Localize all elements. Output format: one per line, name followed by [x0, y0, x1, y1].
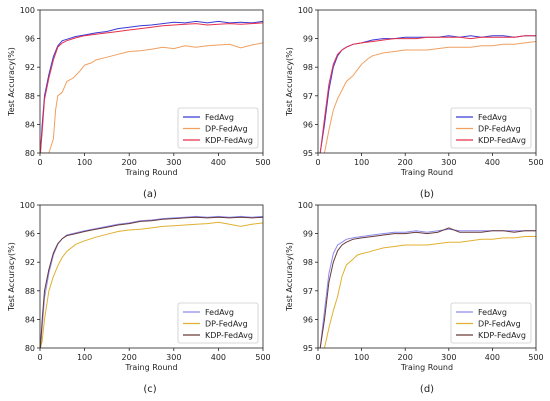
y-tick-label: 97 — [303, 287, 313, 296]
series-line-kdp-fedavg — [40, 216, 263, 348]
x-tick-label: 500 — [255, 353, 270, 362]
y-tick-label: 84 — [25, 315, 35, 324]
x-tick-label: 500 — [255, 158, 270, 167]
y-tick-label: 88 — [25, 92, 35, 101]
x-tick-label: 300 — [441, 353, 456, 362]
panel-caption: (b) — [420, 189, 434, 200]
x-tick-label: 0 — [315, 158, 320, 167]
legend-box — [450, 107, 532, 149]
legend-box — [177, 107, 259, 149]
chart-panel-1: 0 100 200 300 400 500 80 84 88 92 96 100 Traing Roun… — [7, 6, 271, 200]
axes-frame — [317, 204, 537, 349]
y-tick-label: 99 — [303, 35, 313, 44]
legend-label: FedAvg — [205, 308, 234, 317]
x-tick-label: 400 — [211, 353, 226, 362]
legend-box — [450, 302, 532, 344]
y-tick-label: 92 — [25, 258, 35, 267]
x-tick-label: 300 — [166, 353, 181, 362]
y-axis-label: Test Accuracy(%) — [7, 242, 16, 312]
axes-frame — [39, 204, 264, 349]
legend-label: DP-FedAvg — [205, 125, 248, 134]
series-line-dp-fedavg — [40, 42, 263, 153]
x-tick-label: 200 — [398, 158, 413, 167]
chart-panel-3: 0 100 200 300 400 500 80 84 88 92 96 100 Traing Roun… — [7, 201, 271, 395]
y-tick-label: 96 — [25, 230, 35, 239]
series-line-kdp-fedavg — [319, 227, 536, 348]
legend-label: FedAvg — [478, 113, 507, 122]
y-tick-label: 98 — [303, 63, 313, 72]
y-tick-label: 100 — [20, 6, 35, 15]
x-tick-label: 0 — [37, 353, 42, 362]
x-axis-label: Traing Round — [124, 363, 177, 372]
y-tick-label: 95 — [303, 149, 313, 158]
x-tick-label: 200 — [398, 353, 413, 362]
y-tick-label: 96 — [25, 35, 35, 44]
legend-label: DP-FedAvg — [478, 125, 521, 134]
x-tick-label: 300 — [166, 158, 181, 167]
y-tick-label: 92 — [25, 63, 35, 72]
legend-label: DP-FedAvg — [478, 320, 521, 329]
series-line-fedavg — [40, 20, 263, 153]
y-tick-label: 100 — [20, 201, 35, 210]
y-tick-label: 100 — [298, 6, 313, 15]
x-tick-label: 400 — [485, 353, 500, 362]
legend-label: DP-FedAvg — [205, 320, 248, 329]
y-tick-label: 96 — [303, 315, 313, 324]
panel-caption: (d) — [420, 384, 434, 395]
series-line-dp-fedavg — [324, 236, 536, 348]
axes-frame — [39, 9, 264, 154]
chart-panel-4: 0 100 200 300 400 500 95 96 97 98 99 100 Traing Roun… — [285, 201, 544, 395]
y-tick-label: 80 — [25, 149, 35, 158]
x-tick-label: 100 — [354, 158, 369, 167]
y-axis-label: Test Accuracy(%) — [285, 242, 294, 312]
x-axis-label: Traing Round — [400, 363, 453, 372]
y-tick-label: 98 — [303, 258, 313, 267]
y-axis-label: Test Accuracy(%) — [285, 47, 294, 117]
x-tick-label: 200 — [122, 158, 137, 167]
legend-label: KDP-FedAvg — [205, 331, 253, 340]
x-tick-label: 200 — [122, 353, 137, 362]
y-tick-label: 80 — [25, 344, 35, 353]
x-tick-label: 400 — [485, 158, 500, 167]
y-tick-label: 100 — [298, 201, 313, 210]
y-tick-label: 96 — [303, 120, 313, 129]
x-tick-label: 500 — [528, 353, 543, 362]
y-tick-label: 99 — [303, 230, 313, 239]
x-tick-label: 100 — [77, 353, 92, 362]
legend-label: FedAvg — [205, 113, 234, 122]
legend-label: KDP-FedAvg — [478, 136, 526, 145]
series-line-dp-fedavg — [40, 221, 263, 348]
series-line-kdp-fedavg — [319, 35, 536, 153]
legend-label: FedAvg — [478, 308, 507, 317]
axes-frame — [317, 9, 537, 154]
x-tick-label: 100 — [354, 353, 369, 362]
x-tick-label: 400 — [211, 158, 226, 167]
series-line-fedavg — [40, 215, 263, 348]
series-line-kdp-fedavg — [40, 22, 263, 153]
x-axis-label: Traing Round — [124, 168, 177, 177]
x-tick-label: 0 — [37, 158, 42, 167]
legend-label: KDP-FedAvg — [205, 136, 253, 145]
y-tick-label: 95 — [303, 344, 313, 353]
y-tick-label: 84 — [25, 120, 35, 129]
panel-caption: (c) — [143, 384, 156, 395]
x-axis-label: Traing Round — [400, 168, 453, 177]
chart-panel-2: 0 100 200 300 400 500 95 96 97 98 99 100 Traing Roun… — [285, 6, 544, 200]
x-tick-label: 0 — [315, 353, 320, 362]
y-tick-label: 88 — [25, 287, 35, 296]
x-tick-label: 100 — [77, 158, 92, 167]
y-axis-label: Test Accuracy(%) — [7, 47, 16, 117]
legend-box — [177, 302, 259, 344]
legend-label: KDP-FedAvg — [478, 331, 526, 340]
series-line-dp-fedavg — [324, 41, 536, 153]
x-tick-label: 500 — [528, 158, 543, 167]
x-tick-label: 300 — [441, 158, 456, 167]
y-tick-label: 97 — [303, 92, 313, 101]
series-line-fedavg — [319, 35, 536, 153]
panel-caption: (a) — [143, 189, 157, 200]
